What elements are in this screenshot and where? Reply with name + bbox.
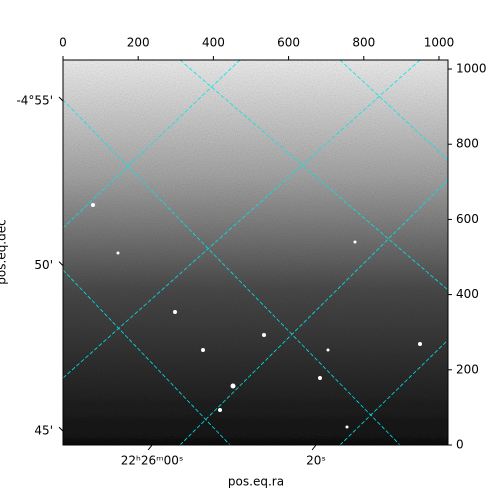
dec-tick — [58, 96, 64, 102]
dec-tick-label: 45' — [34, 424, 53, 438]
top-tick-label: 800 — [352, 36, 375, 50]
right-tick-label: 0 — [456, 438, 464, 452]
right-tick-label: 1000 — [456, 62, 487, 76]
top-tick-label: 1000 — [424, 36, 455, 50]
y-axis-label: pos.eq.dec — [0, 219, 9, 284]
top-tick-label: 400 — [202, 36, 225, 50]
dec-tick-label: 50' — [34, 258, 53, 272]
ra-tick-label: 22ʰ26ᵐ00ˢ — [121, 454, 184, 468]
axes-frame — [62, 59, 449, 446]
ra-tick — [147, 444, 153, 451]
ra-tick — [311, 444, 317, 451]
right-tick-label: 400 — [456, 287, 479, 301]
right-tick-label: 200 — [456, 362, 479, 376]
dec-tick — [58, 426, 64, 432]
image — [63, 60, 448, 445]
right-tick-label: 600 — [456, 212, 479, 226]
x-axis-label: pos.eq.ra — [228, 475, 284, 489]
right-tick-label: 800 — [456, 137, 479, 151]
dec-tick — [58, 261, 64, 267]
top-tick-label: 200 — [127, 36, 150, 50]
dec-tick-label: -4°55' — [16, 93, 53, 107]
coordinate-grid — [63, 60, 448, 445]
ra-tick-label: 20ˢ — [306, 454, 326, 468]
top-tick-label: 0 — [59, 36, 67, 50]
top-tick-label: 600 — [277, 36, 300, 50]
